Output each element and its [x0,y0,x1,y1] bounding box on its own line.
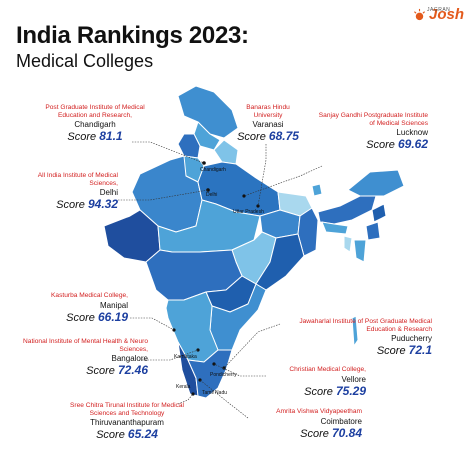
institute-name: Post Graduate Institute of Medical Educa… [45,104,145,119]
score-value: 70.84 [331,425,362,440]
state-arunachal [347,169,405,197]
marker-lucknow [242,194,246,198]
score-label: Score [66,311,95,324]
city-name: Chandigarh [74,120,116,130]
score-value: 66.19 [97,309,128,324]
callout-puducherry: Jawaharlal Institute of Post Graduate Me… [272,318,432,358]
logo-small-text: JAGRAN [426,7,451,13]
map-label-tamil-nadu: Tamil Nadu [202,390,228,396]
logo-word: Josh [428,6,464,23]
institute-name: Sanjay Gandhi Postgraduate Institute of … [318,112,428,127]
city-name: Thiruvananthapuram [90,418,164,428]
city-name: Delhi [99,188,118,198]
leader-manipal [130,317,175,331]
score-label: Score [304,385,333,398]
score-line: Score 69.62 [316,137,428,152]
leader-coimbatore [199,379,249,419]
city-name: Vellore [341,374,366,384]
score-line: Score 72.1 [272,343,432,358]
score-line: Score 68.75 [232,129,304,144]
map-label-chandigarh: Chandigarh [200,167,226,173]
state-nagaland [371,203,387,223]
score-line: Score 70.84 [250,425,362,441]
callout-manipal: Kasturba Medical College, Manipal Score … [22,292,128,325]
state-karnataka [165,291,219,363]
score-label: Score [56,199,85,212]
score-value: 81.1 [99,129,123,144]
jagran-josh-logo: JAGRAN Josh [413,6,464,23]
score-label: Score [300,427,329,440]
map-label-delhi: Delhi [206,192,218,198]
state-manipur [365,221,381,241]
state-tripura [343,235,353,253]
score-value: 69.62 [397,137,428,152]
score-line: Score 75.29 [262,383,366,399]
marker-delhi [206,188,210,192]
leader-varanasi [257,144,267,207]
state-mizoram [353,239,367,263]
score-line: Score 66.19 [22,309,128,325]
leader-delhi [118,189,209,201]
city-name: Manipal [99,300,128,310]
city-name: Puducherry [391,334,432,344]
city-name: Varanasi [252,120,284,130]
institute-name: Banaras Hindu University [246,104,290,119]
score-line: Score 65.24 [60,427,194,442]
callout-coimbatore: Amrita Vishwa Vidyapeetham Coimbatore Sc… [250,408,362,441]
score-line: Score 94.32 [22,197,118,212]
state-sikkim [311,183,323,197]
state-meghalaya [321,221,349,235]
leader-bangalore [142,349,199,361]
callout-bangalore: National Institute of Mental Health & Ne… [20,338,148,378]
state-odisha [255,233,305,291]
score-label: Score [376,345,406,358]
state-tamil-nadu [187,349,233,399]
city-name: Lucknow [396,128,428,138]
page-subtitle: Medical Colleges [16,51,154,71]
map-label-karnataka: Karnataka [174,354,197,360]
score-label: Score [237,131,266,144]
leader-vellore [213,363,266,377]
city-name: Coimbatore [320,416,362,426]
score-value: 68.75 [268,129,299,144]
score-label: Score [96,429,125,442]
score-value: 94.32 [87,197,118,212]
page-title: India Rankings 2023: [16,22,249,49]
callout-chandigarh: Post Graduate Institute of Medical Educa… [30,104,160,144]
map-label-uttar-pradesh: Uttar Pradesh [233,209,264,215]
callout-vellore: Christian Medical College, Vellore Score… [262,366,366,399]
score-line: Score 81.1 [30,129,160,144]
score-value: 75.29 [335,383,366,398]
score-line: Score 72.46 [20,363,148,378]
city-name: Bangalore [111,354,148,364]
callout-delhi: All India Institute of Medical Sciences,… [22,172,118,212]
score-value: 72.1 [408,343,432,358]
score-label: Score [67,131,97,144]
leader-thiruvananthapuram [177,393,194,405]
sun-logo-icon [414,8,425,21]
score-value: 72.46 [117,363,148,378]
leader-chandigarh [132,141,205,164]
score-value: 65.24 [127,427,158,442]
institute-name: Sree Chitra Tirunal Institute for Medica… [70,402,184,417]
institute-name: Jawaharlal Institute of Post Graduate Me… [299,318,432,333]
institute-name: Amrita Vishwa Vidyapeetham [276,408,362,415]
state-assam [317,195,377,225]
institute-name: National Institute of Mental Health & Ne… [23,338,148,353]
institute-name: All India Institute of Medical Sciences, [37,172,118,187]
callout-thiruvananthapuram: Sree Chitra Tirunal Institute for Medica… [60,402,194,442]
institute-name: Christian Medical College, [289,366,366,373]
state-uttarakhand [213,139,239,165]
map-label-pondicherry: Pondicherry [210,372,237,378]
score-label: Score [86,365,115,378]
andaman-islands [351,315,359,347]
institute-name: Kasturba Medical College, [51,292,128,299]
score-label: Score [366,139,395,152]
map-label-kerala: Kerala [176,384,191,390]
callout-varanasi: Banaras Hindu University Varanasi Score … [232,104,304,144]
callout-lucknow: Sanjay Gandhi Postgraduate Institute of … [316,112,428,152]
state-jammu-kashmir [177,85,239,139]
